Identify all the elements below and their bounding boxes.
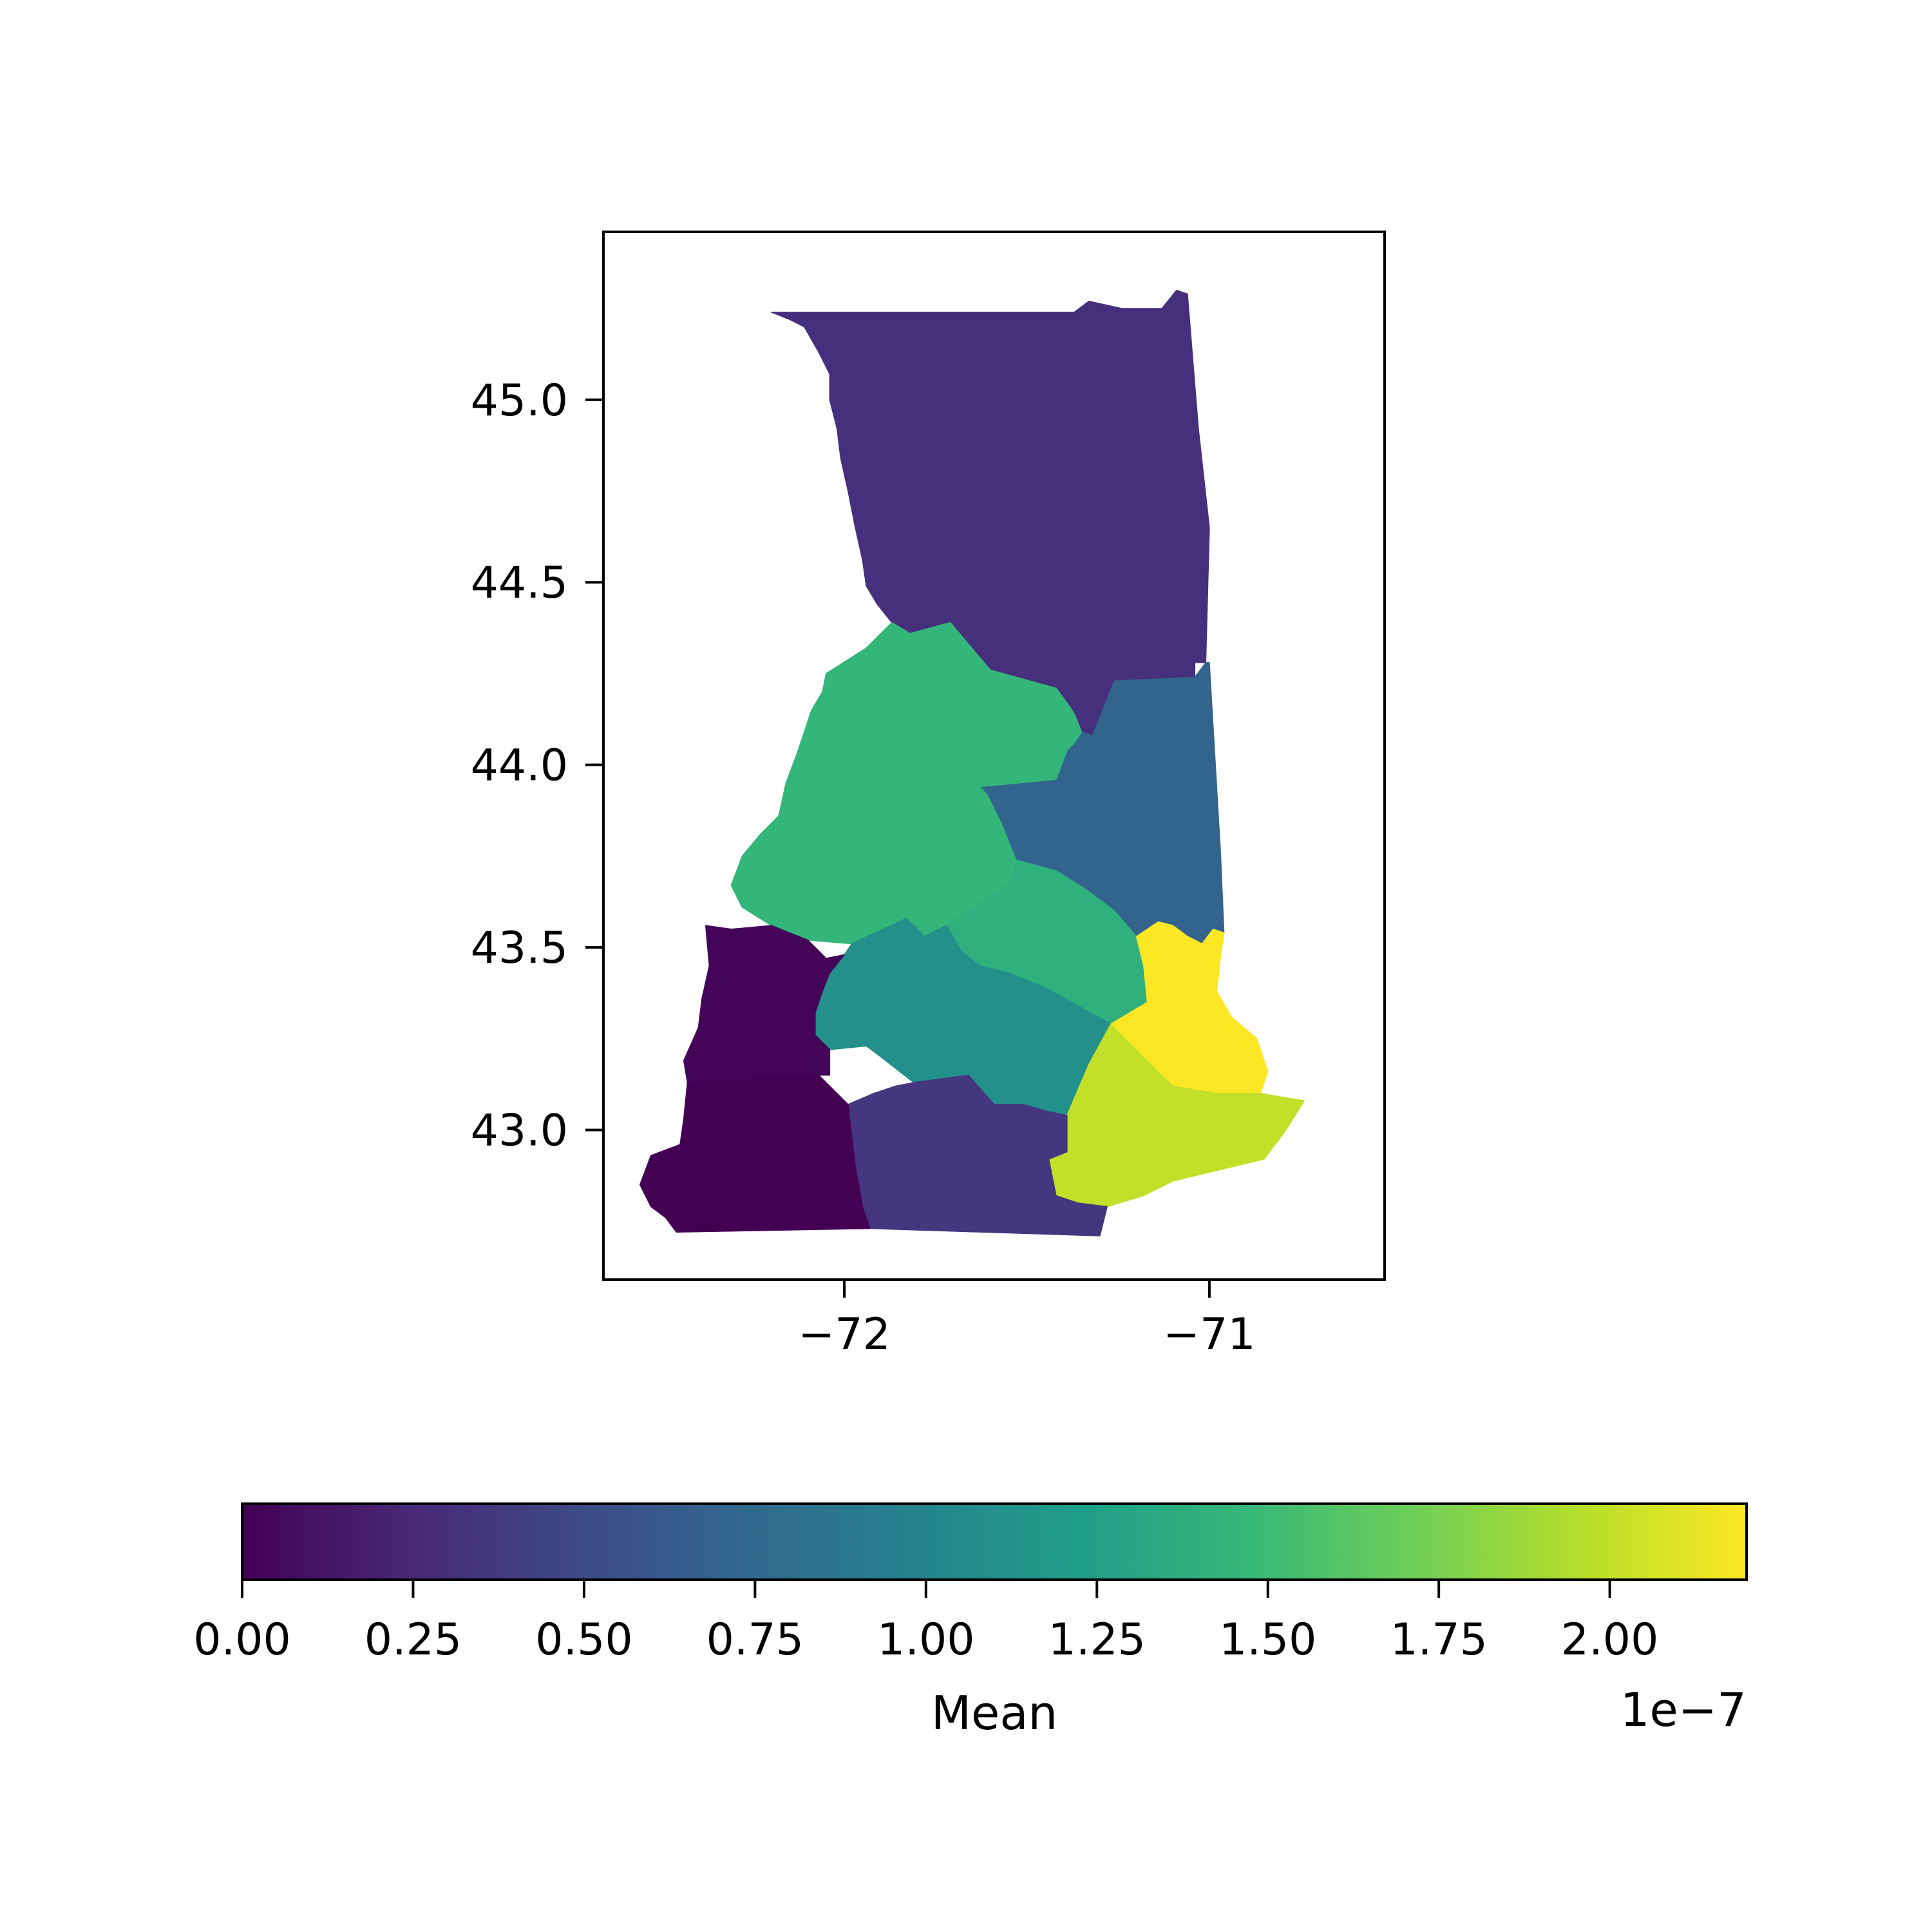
colorbar-tick-label: 2.00 [1561, 1615, 1658, 1665]
map-axes: −72 −71 45.0 44.5 44.0 43.5 43.0 [471, 231, 1386, 1360]
colorbar: 0.00 0.25 0.50 0.75 1.00 1.25 1.50 1.75 2.00 Mea… [193, 1502, 1748, 1740]
x-tick-label: −72 [798, 1309, 891, 1360]
region-west [683, 925, 845, 1083]
map-frame [602, 231, 1386, 1281]
colorbar-tick-label: 1.75 [1390, 1615, 1487, 1665]
colorbar-tick-label: 0.25 [365, 1615, 462, 1665]
colorbar-tick-label: 1.25 [1048, 1615, 1146, 1665]
y-tick-label: 43.5 [471, 923, 568, 974]
colorbar-tick-label: 1.50 [1219, 1615, 1316, 1665]
colorbar-tick-label: 0.50 [535, 1615, 632, 1665]
y-tick-label: 44.0 [471, 741, 568, 791]
y-axis-ticks: 45.0 44.5 44.0 43.5 43.0 [471, 375, 603, 1157]
colorbar-ticks: 0.00 0.25 0.50 0.75 1.00 1.25 1.50 1.75 2.00 [193, 1580, 1658, 1665]
colorbar-tick-label: 0.75 [706, 1615, 804, 1665]
colorbar-tick-label: 0.00 [193, 1615, 290, 1665]
colorbar-gradient [241, 1502, 1748, 1581]
y-tick-label: 45.0 [471, 375, 568, 426]
colorbar-label: Mean [931, 1686, 1057, 1740]
x-axis-ticks: −72 −71 [798, 1280, 1256, 1360]
colorbar-offset-label: 1e−7 [1620, 1683, 1747, 1737]
region-layer [639, 289, 1305, 1236]
region-southwest [639, 1074, 871, 1233]
colorbar-tick-label: 1.00 [877, 1615, 974, 1665]
region-south-middle [848, 1074, 1108, 1236]
y-tick-label: 43.0 [471, 1106, 568, 1157]
x-tick-label: −71 [1163, 1309, 1256, 1360]
y-tick-label: 44.5 [471, 558, 568, 609]
